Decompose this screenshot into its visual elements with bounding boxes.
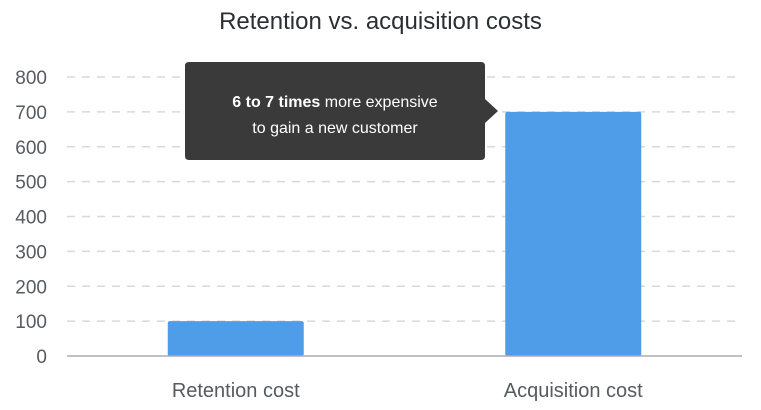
tooltip-line-2: to gain a new customer	[252, 120, 418, 137]
y-tick-label: 500	[15, 173, 47, 194]
y-tick-label: 700	[15, 103, 47, 124]
x-category-label: Retention cost	[172, 380, 300, 402]
x-axis-labels: Retention cost Acquisition cost	[172, 380, 643, 402]
y-tick-label: 200	[15, 277, 47, 298]
y-tick-label: 300	[15, 242, 47, 263]
y-tick-label: 600	[15, 138, 47, 159]
x-category-label: Acquisition cost	[504, 380, 643, 402]
y-tick-label: 100	[15, 312, 47, 333]
y-tick-label: 400	[15, 208, 47, 229]
y-tick-label: 800	[15, 68, 47, 89]
y-tick-label: 0	[36, 347, 47, 368]
bars	[167, 111, 642, 356]
chart-title: Retention vs. acquisition costs	[219, 8, 542, 35]
y-axis-ticks: 0 100 200 300 400 500 600 700 800	[15, 68, 47, 368]
tooltip-line-1: 6 to 7 times more expensive	[232, 94, 438, 111]
tooltip-box	[185, 62, 498, 160]
tooltip-rest-text: more expensive	[320, 94, 437, 111]
bar	[505, 111, 642, 356]
annotation-tooltip: 6 to 7 times more expensive to gain a ne…	[185, 62, 498, 160]
bar	[167, 321, 304, 356]
tooltip-bold-text: 6 to 7 times	[232, 94, 320, 111]
